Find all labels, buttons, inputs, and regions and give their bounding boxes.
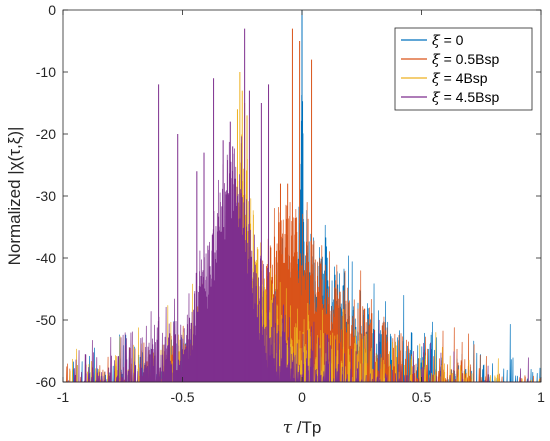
x-axis-label: τ /Tp	[283, 418, 322, 438]
y-axis: -60 -50 -40 -30 -20 -10 0	[36, 2, 541, 390]
x-tick-label: 0.5	[412, 389, 432, 405]
y-axis-label: Normalized |χ(τ,ξ)|	[5, 127, 24, 266]
series-layer	[62, 10, 542, 383]
legend-box	[394, 27, 533, 111]
y-tick-label: -30	[36, 188, 56, 204]
y-tick-label: -50	[36, 312, 56, 328]
y-tick-label: -20	[36, 126, 56, 142]
legend: ξ = 0 ξ = 0.5Bsp ξ = 4Bsp ξ = 4.5Bsp	[394, 27, 533, 111]
series-line	[62, 28, 542, 383]
legend-label: ξ = 0.5Bsp	[432, 51, 499, 68]
legend-label: ξ = 4.5Bsp	[432, 89, 499, 106]
x-tick-label: -0.5	[170, 389, 194, 405]
legend-items: ξ = 0 ξ = 0.5Bsp ξ = 4Bsp ξ = 4.5Bsp	[401, 32, 499, 106]
x-axis-label-unit: /Tp	[292, 418, 321, 437]
legend-label: ξ = 4Bsp	[432, 70, 488, 87]
x-tick-label: 0	[298, 389, 306, 405]
y-tick-label: -60	[36, 374, 56, 390]
y-tick-label: -40	[36, 250, 56, 266]
legend-label: ξ = 0	[432, 32, 464, 49]
x-tick-label: -1	[57, 389, 70, 405]
x-axis: -1 -0.5 0 0.5 1	[57, 10, 545, 405]
y-tick-label: -10	[36, 64, 56, 80]
x-axis-label-symbol: τ	[283, 418, 293, 438]
x-tick-label: 1	[537, 389, 545, 405]
y-tick-label: 0	[48, 2, 56, 18]
